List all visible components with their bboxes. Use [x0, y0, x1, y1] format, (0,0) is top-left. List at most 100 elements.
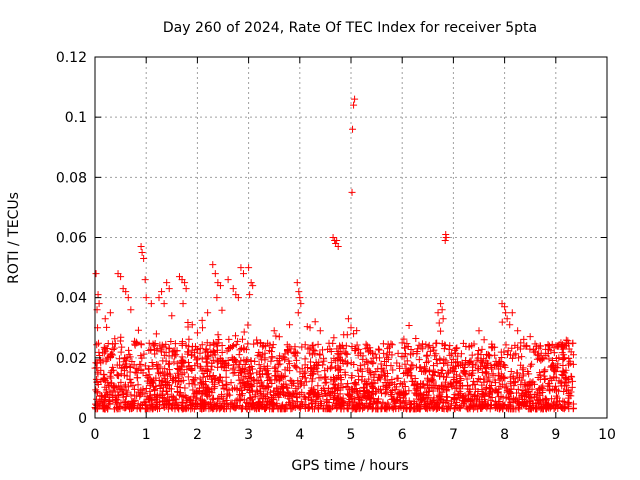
data-point [485, 373, 493, 381]
data-point-outlier [501, 303, 509, 311]
x-tick-label: 2 [193, 427, 202, 443]
data-point [296, 404, 304, 412]
data-point [133, 374, 141, 382]
data-point [388, 378, 396, 386]
data-point [465, 343, 473, 351]
data-point-outlier [438, 306, 446, 314]
data-point [569, 360, 577, 368]
data-point [253, 376, 261, 384]
data-point [167, 372, 175, 380]
data-point [116, 337, 124, 345]
data-point [218, 377, 226, 385]
data-point [162, 340, 170, 348]
data-point [461, 398, 469, 406]
data-point [550, 349, 558, 357]
data-point [451, 384, 459, 392]
data-point [452, 362, 460, 370]
data-point [157, 346, 165, 354]
data-point [244, 321, 252, 329]
data-point [526, 333, 534, 341]
data-point [325, 385, 333, 393]
data-point [184, 350, 192, 358]
data-point-outlier [333, 237, 341, 245]
data-point [302, 401, 310, 409]
chart-title: Day 260 of 2024, Rate Of TEC Index for r… [163, 20, 537, 36]
data-point [426, 347, 434, 355]
data-point [283, 341, 291, 349]
data-point [416, 405, 424, 413]
data-point-outlier [388, 351, 396, 359]
data-point [560, 351, 568, 359]
data-point [130, 385, 138, 393]
data-point [232, 332, 240, 340]
data-point [484, 350, 492, 358]
data-point [356, 349, 364, 357]
data-point [141, 389, 149, 397]
data-point [298, 365, 306, 373]
data-point-outlier [245, 264, 253, 272]
data-point [488, 394, 496, 402]
data-point [161, 381, 169, 389]
data-point [311, 347, 319, 355]
data-point [188, 351, 196, 359]
data-point [352, 384, 360, 392]
y-tick-label: 0.06 [56, 231, 87, 247]
data-point [394, 349, 402, 357]
data-point [251, 391, 259, 399]
data-point [358, 367, 366, 375]
x-tick-label: 0 [91, 427, 100, 443]
data-point [334, 362, 342, 370]
data-point [232, 397, 240, 405]
data-point [423, 351, 431, 359]
data-point [109, 366, 117, 374]
data-point [552, 402, 560, 410]
data-point [128, 398, 136, 406]
data-point [142, 384, 150, 392]
data-point [314, 368, 322, 376]
data-point [194, 354, 202, 362]
data-point [266, 341, 274, 349]
data-point-outlier [229, 285, 237, 293]
data-point [175, 365, 183, 373]
data-point-outlier [158, 288, 166, 296]
data-point [315, 358, 323, 366]
data-point-outlier [246, 291, 254, 299]
data-point [413, 347, 421, 355]
data-point [423, 404, 431, 412]
data-point [132, 338, 140, 346]
data-point-outlier [127, 306, 135, 314]
data-point [327, 348, 335, 356]
data-point [472, 403, 480, 411]
data-point [271, 363, 279, 371]
data-point [336, 357, 344, 365]
x-tick-label: 3 [244, 427, 253, 443]
data-point-outlier [247, 279, 255, 287]
data-point [437, 327, 445, 335]
data-point [441, 342, 449, 350]
data-point [407, 400, 415, 408]
data-point-outlier [168, 312, 176, 320]
data-point [552, 400, 560, 408]
data-point [348, 374, 356, 382]
data-point [101, 392, 109, 400]
data-point [307, 358, 315, 366]
data-point [444, 361, 452, 369]
data-point [163, 387, 171, 395]
data-point [258, 351, 266, 359]
data-point [445, 345, 453, 353]
data-point [309, 370, 317, 378]
data-point [330, 393, 338, 401]
data-point [191, 394, 199, 402]
data-point [560, 398, 568, 406]
data-point [232, 358, 240, 366]
data-point [514, 374, 522, 382]
data-point [267, 357, 275, 365]
data-point [300, 381, 308, 389]
data-point [410, 381, 418, 389]
data-point [503, 350, 511, 358]
data-point [144, 365, 152, 373]
data-point [109, 363, 117, 371]
data-point [483, 404, 491, 412]
data-point [238, 387, 246, 395]
data-point [99, 376, 107, 383]
